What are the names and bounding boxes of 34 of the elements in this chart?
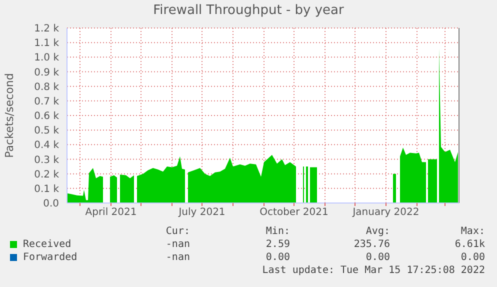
y-tick-label: 0.9 k xyxy=(34,67,60,78)
y-tick-label: 1.2 k xyxy=(34,24,60,35)
text: 0.00 xyxy=(264,252,290,263)
y-tick-label: 0.3 k xyxy=(34,154,60,166)
text: -nan xyxy=(164,239,190,250)
x-tick-label: October 2021 xyxy=(260,207,328,218)
legend-label: Received xyxy=(23,239,72,250)
text: Avg: xyxy=(364,226,390,237)
text: Last update: Tue Mar 15 17:25:08 2022 xyxy=(261,265,485,276)
text: Min: xyxy=(264,226,290,237)
text: 2.59 xyxy=(264,239,290,250)
x-tick-label: July 2021 xyxy=(178,207,226,218)
y-tick-label: 0.4 k xyxy=(34,140,60,152)
y-axis-title: Packets/second xyxy=(2,73,16,158)
x-tick-label: January 2022 xyxy=(352,207,420,218)
y-tick-label: 0.8 k xyxy=(34,82,60,93)
text: 235.76 xyxy=(352,239,390,250)
legend-label: Forwarded xyxy=(23,252,78,263)
y-tick-label: 0.2 k xyxy=(34,169,60,180)
y-tick-label: 0.6 k xyxy=(34,111,60,122)
y-tick-label: 1.1 k xyxy=(34,38,60,50)
y-tick-label: 0.7 k xyxy=(34,96,60,108)
text: Cur: xyxy=(164,226,190,237)
y-tick-label: 0.1 k xyxy=(34,184,60,195)
y-tick-label: 1.0 k xyxy=(34,52,60,64)
y-tick-label: 0.5 k xyxy=(34,126,60,137)
y-tick-label: 0.0 xyxy=(43,198,59,210)
text: -nan xyxy=(164,252,190,263)
text: 0.00 xyxy=(460,252,485,263)
text: 0.00 xyxy=(364,252,390,263)
text: 6.61k xyxy=(454,239,485,250)
chart-title: Firewall Throughput - by year xyxy=(152,3,345,18)
x-tick-label: April 2021 xyxy=(85,207,137,218)
text: Max: xyxy=(460,226,485,237)
